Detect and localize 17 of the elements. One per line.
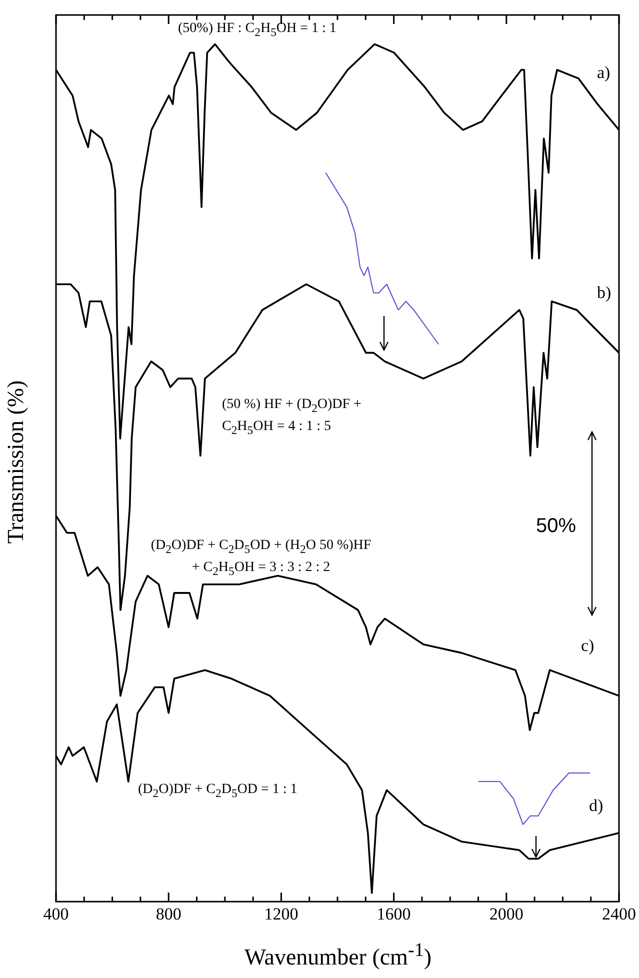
x-tick-label: 400 [43,904,69,924]
y-axis-title: Transmission (%) [3,380,29,544]
series-label: b) [597,282,612,302]
annotation: (D$_{2}$O)DF + C$_{2}$D$_{5}$OD = 1 : 1 [138,781,298,802]
series-label: c) [581,636,594,655]
annotation: 50% [536,515,576,537]
x-tick-label: 800 [156,904,182,924]
x-tick-label: 2400 [602,904,636,924]
x-tick-label: 1200 [264,904,298,924]
series-label: a) [597,62,610,82]
x-tick-label: 1600 [376,904,411,924]
text: (50%) HF : C$_{2}$H$_{5}$OH = 1 : 1 [178,20,336,41]
x-tick-label: 2000 [489,904,524,924]
text: (50 %) HF + (D$_{2}$O)DF + C$_{2}$H$_{5}$OH = 4 : 1 : 5 [222,397,362,437]
text: (D$_{2}$O)DF + C$_{2}$D$_{5}$OD + (H$_{2}$O 50 %)HF + C$_{2}$H$_{5}$OH = 3 : 3 : 2 : 2 [150,538,372,578]
series-label: d) [589,796,604,816]
x-axis-title: Wavenumber (cm$^{-1}$) [244,940,432,971]
